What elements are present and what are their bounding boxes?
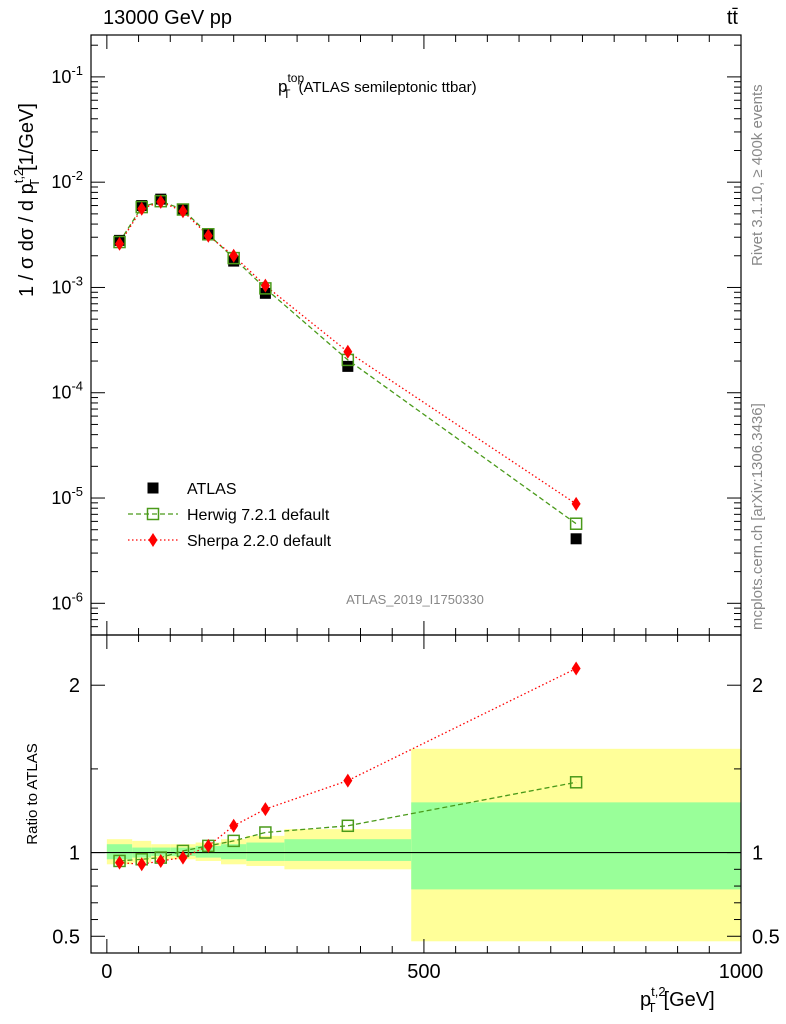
sherpa-ratio-point bbox=[115, 855, 125, 870]
herwig-ratio-point bbox=[227, 834, 240, 848]
legend-label: Herwig 7.2.1 default bbox=[187, 507, 330, 524]
sherpa-ratio-point bbox=[203, 838, 213, 853]
stat-uncertainty-band bbox=[284, 839, 412, 861]
sherpa-point bbox=[137, 201, 147, 216]
y-tick-label: 10-4 bbox=[51, 379, 83, 403]
x-tick-label: 1000 bbox=[719, 961, 764, 983]
x-axis-label: pt,2 T [GeV] bbox=[640, 984, 715, 1015]
ratio-panel: 0.5 0.5 1 1 2 2 0 500 1000 Ratio to ATLAS pt,2 T[… bbox=[24, 634, 780, 1015]
ratio-y-tick-label: 0.5 bbox=[52, 926, 80, 948]
sherpa-ratio-point bbox=[156, 853, 166, 868]
ratio-y-tick-label-right: 1 bbox=[752, 843, 763, 865]
sherpa-point bbox=[260, 278, 270, 293]
main-panel: 10-6 10-5 10-4 10-3 10-2 10-1 ptop T (ATLAS sem… bbox=[11, 34, 742, 636]
x-tick-label: 0 bbox=[101, 961, 112, 983]
ratio-frame bbox=[90, 634, 742, 954]
sherpa-ratio-point bbox=[571, 661, 581, 676]
sherpa-point bbox=[178, 204, 188, 219]
sherpa-point bbox=[115, 236, 125, 251]
y-tick-label: 10-1 bbox=[51, 63, 83, 87]
mcplots-label: mcplots.cern.ch [arXiv:1306.3436] bbox=[749, 403, 766, 630]
herwig-ratio-point bbox=[341, 819, 355, 833]
stat-uncertainty-band bbox=[411, 802, 741, 890]
sherpa-ratio-line bbox=[119, 667, 577, 865]
ratio-y-tick-label: 1 bbox=[69, 843, 80, 865]
herwig-ratio-point bbox=[569, 776, 583, 789]
sherpa-ratio-point bbox=[178, 850, 188, 865]
legend-herwig-marker bbox=[146, 507, 160, 521]
y-tick-label: 10-2 bbox=[51, 168, 83, 192]
ratio-y-tick-label: 2 bbox=[69, 675, 80, 697]
legend-label: ATLAS bbox=[187, 481, 237, 498]
legend-atlas-marker bbox=[147, 482, 159, 494]
sherpa-ratio-point bbox=[260, 802, 270, 817]
legend-sherpa-marker bbox=[148, 533, 158, 547]
stat-uncertainty-band bbox=[221, 844, 247, 860]
atlas-point bbox=[570, 533, 582, 545]
legend-label: Sherpa 2.2.0 default bbox=[187, 533, 332, 550]
main-title: ptop T (ATLAS semileptonic ttbar) bbox=[278, 71, 477, 101]
stat-uncertainty-band bbox=[106, 844, 133, 860]
stat-uncertainty-band bbox=[246, 842, 285, 861]
herwig-ratio-point bbox=[259, 826, 272, 839]
atlas-point bbox=[342, 360, 354, 372]
sherpa-ratio-point bbox=[343, 773, 353, 788]
process-label: tt̄ bbox=[727, 7, 739, 29]
sherpa-point bbox=[156, 194, 166, 209]
x-axis-label-text: pt,2 T [GeV] bbox=[640, 984, 715, 1015]
main-y-axis-label: 1 / σ dσ / d pt,2T[1/GeV] bbox=[11, 103, 42, 297]
y-tick-label: 10-3 bbox=[51, 273, 83, 297]
energy-label: 13000 GeV pp bbox=[103, 7, 232, 29]
sherpa-point bbox=[203, 228, 213, 243]
sherpa-ratio-point bbox=[137, 857, 147, 872]
sherpa-point bbox=[571, 496, 581, 511]
main-y-axis-label-text: 1 / σ dσ / d pt,2T[1/GeV] bbox=[11, 103, 42, 297]
ratio-y-axis-label: Ratio to ATLAS bbox=[24, 743, 41, 844]
y-tick-label: 10-6 bbox=[51, 589, 83, 613]
herwig-point bbox=[569, 517, 583, 530]
legend: ATLAS Herwig 7.2.1 default Sherpa 2.2.0 de… bbox=[128, 481, 332, 550]
y-tick-label: 10-5 bbox=[51, 484, 83, 508]
ratio-y-tick-label-right: 2 bbox=[752, 675, 763, 697]
analysis-watermark: ATLAS_2019_I1750330 bbox=[346, 592, 484, 607]
ratio-y-tick-label-right: 0.5 bbox=[752, 926, 780, 948]
sherpa-point bbox=[343, 344, 353, 359]
x-tick-label: 500 bbox=[407, 961, 440, 983]
sherpa-point bbox=[229, 248, 239, 263]
rivet-label: Rivet 3.1.10, ≥ 400k events bbox=[749, 84, 766, 266]
sherpa-ratio-point bbox=[229, 818, 239, 833]
